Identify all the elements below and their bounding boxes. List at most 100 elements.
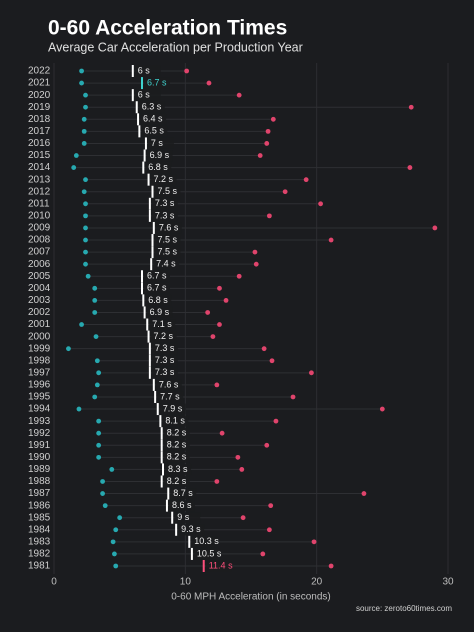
- value-label: 6 s: [138, 90, 151, 100]
- label-bg: [154, 246, 181, 258]
- x-axis-label: 0-60 MPH Acceleration (in seconds): [171, 592, 331, 603]
- min-dot: [96, 370, 102, 376]
- label-bg: [151, 367, 178, 379]
- max-dot: [210, 334, 216, 340]
- y-tick-label: 1987: [28, 488, 51, 499]
- min-dot: [92, 394, 98, 400]
- min-dot: [94, 358, 100, 364]
- y-tick-label: 2020: [28, 90, 51, 101]
- max-dot: [239, 467, 245, 472]
- label-bg: [151, 210, 178, 222]
- max-dot: [318, 201, 324, 207]
- value-label: 8.2 s: [167, 476, 187, 486]
- y-tick-label: 2021: [28, 78, 51, 89]
- value-label: 10.3 s: [194, 536, 219, 546]
- value-label: 8.6 s: [172, 500, 192, 510]
- max-dot: [240, 515, 246, 521]
- label-bg: [151, 343, 178, 355]
- label-bg: [162, 415, 189, 427]
- min-dot: [117, 515, 123, 521]
- min-dot: [110, 539, 116, 545]
- y-tick-label: 1985: [28, 512, 51, 523]
- max-dot: [214, 479, 220, 484]
- label-bg: [143, 77, 170, 89]
- max-dot: [266, 213, 272, 219]
- label-bg: [145, 294, 172, 306]
- y-tick-label: 1996: [28, 380, 51, 391]
- max-dot: [309, 370, 314, 376]
- min-dot: [81, 141, 87, 146]
- value-label: 6.8 s: [148, 162, 168, 172]
- label-bg: [155, 222, 182, 234]
- min-dot: [113, 563, 119, 569]
- y-tick-label: 2014: [28, 162, 51, 173]
- max-dot: [290, 394, 296, 400]
- value-label: 7.6 s: [159, 379, 179, 389]
- max-dot: [264, 141, 270, 146]
- min-dot: [83, 213, 88, 219]
- max-dot: [328, 563, 334, 569]
- label-bg: [151, 198, 178, 210]
- value-label: 6.7 s: [147, 283, 167, 293]
- x-tick-label: 30: [442, 577, 454, 588]
- min-dot: [83, 237, 88, 243]
- y-tick-label: 2002: [28, 307, 51, 318]
- min-dot: [76, 406, 82, 412]
- y-tick-label: 2001: [28, 319, 51, 330]
- min-dot: [96, 442, 102, 448]
- min-dot: [73, 153, 79, 158]
- max-dot: [282, 189, 288, 195]
- value-label: 11.4 s: [209, 560, 233, 570]
- max-dot: [219, 430, 225, 436]
- y-tick-label: 2013: [28, 174, 51, 185]
- y-tick-label: 1986: [28, 500, 51, 511]
- value-label: 7.3 s: [155, 367, 175, 377]
- min-dot: [83, 261, 88, 267]
- label-bg: [163, 475, 190, 487]
- min-dot: [83, 92, 88, 98]
- label-bg: [141, 125, 168, 137]
- min-dot: [81, 189, 87, 195]
- max-dot: [236, 273, 242, 279]
- y-tick-label: 2008: [28, 235, 51, 246]
- value-label: 7 s: [151, 138, 164, 148]
- min-dot: [96, 454, 102, 460]
- y-tick-label: 2022: [28, 66, 51, 77]
- value-label: 7.2 s: [154, 174, 174, 184]
- value-label: 6.8 s: [148, 295, 168, 305]
- min-dot: [83, 249, 88, 255]
- label-bg: [138, 101, 165, 113]
- max-dot: [236, 92, 242, 98]
- max-dot: [217, 285, 222, 291]
- y-tick-label: 2004: [28, 283, 51, 294]
- x-tick-label: 10: [180, 577, 192, 588]
- min-dot: [92, 297, 98, 303]
- max-dot: [379, 406, 385, 412]
- min-dot: [113, 527, 119, 533]
- label-bg: [150, 174, 177, 186]
- label-bg: [163, 427, 190, 439]
- min-dot: [79, 68, 84, 74]
- x-tick-label: 0: [51, 577, 57, 588]
- y-tick-label: 1982: [28, 549, 51, 560]
- y-tick-label: 2016: [28, 138, 51, 149]
- y-tick-label: 1989: [28, 464, 51, 475]
- y-tick-label: 2003: [28, 295, 51, 306]
- label-bg: [146, 150, 173, 162]
- value-label: 8.3 s: [168, 464, 188, 474]
- y-tick-label: 1983: [28, 536, 51, 547]
- label-bg: [134, 89, 161, 101]
- max-dot: [184, 68, 190, 74]
- value-label: 7.5 s: [158, 186, 178, 196]
- min-dot: [85, 273, 91, 279]
- y-tick-label: 1991: [28, 440, 51, 451]
- min-dot: [83, 201, 88, 207]
- max-dot: [265, 128, 271, 134]
- y-tick-label: 2009: [28, 223, 51, 234]
- y-tick-label: 2012: [28, 186, 51, 197]
- y-tick-label: 1981: [28, 561, 51, 572]
- min-dot: [83, 177, 88, 183]
- y-tick-label: 2017: [28, 126, 51, 137]
- y-tick-label: 2011: [28, 198, 50, 209]
